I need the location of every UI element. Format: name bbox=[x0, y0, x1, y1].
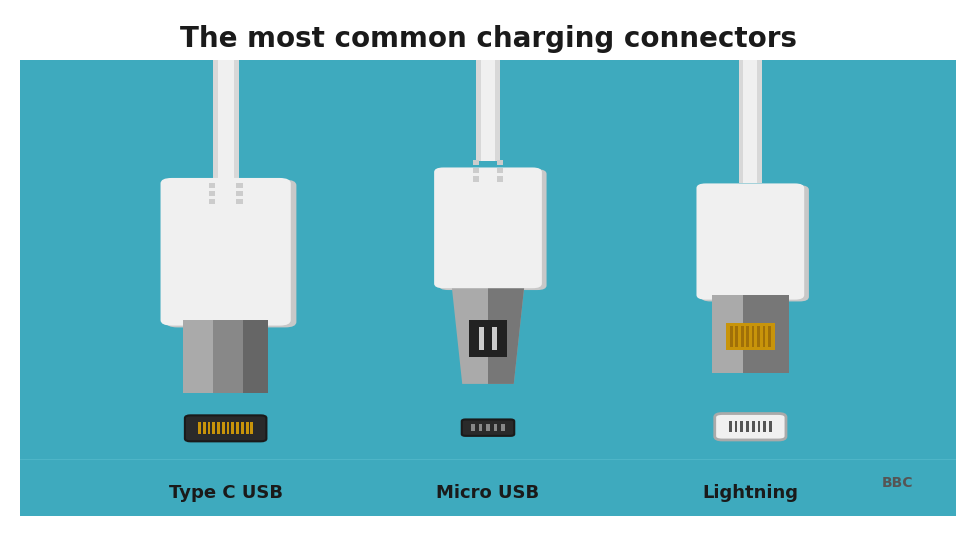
Bar bbox=[492, 327, 498, 350]
Bar bbox=[729, 421, 732, 432]
Bar bbox=[762, 326, 765, 347]
Bar bbox=[494, 424, 498, 432]
FancyBboxPatch shape bbox=[434, 167, 542, 288]
Bar bbox=[757, 51, 762, 183]
Polygon shape bbox=[452, 284, 524, 384]
Bar bbox=[486, 424, 490, 432]
Bar bbox=[236, 182, 242, 188]
FancyBboxPatch shape bbox=[166, 180, 297, 327]
Bar bbox=[203, 422, 206, 434]
Bar bbox=[226, 422, 229, 434]
Bar bbox=[497, 168, 504, 173]
Text: BBC: BBC bbox=[882, 476, 914, 490]
Bar bbox=[726, 323, 775, 350]
Bar bbox=[757, 421, 760, 432]
Polygon shape bbox=[488, 284, 524, 384]
Bar bbox=[213, 422, 215, 434]
Text: The most common charging connectors: The most common charging connectors bbox=[180, 25, 796, 53]
Bar bbox=[236, 191, 242, 196]
Bar bbox=[218, 51, 233, 183]
Bar bbox=[735, 326, 738, 347]
Bar bbox=[209, 199, 216, 204]
Bar bbox=[242, 320, 267, 393]
Bar bbox=[743, 295, 789, 373]
Bar bbox=[747, 326, 749, 347]
FancyBboxPatch shape bbox=[184, 416, 266, 441]
Bar bbox=[768, 326, 771, 347]
Bar bbox=[752, 421, 754, 432]
FancyBboxPatch shape bbox=[701, 185, 809, 301]
Bar bbox=[209, 191, 216, 196]
Bar bbox=[739, 51, 744, 183]
FancyBboxPatch shape bbox=[462, 419, 514, 436]
Bar bbox=[497, 160, 504, 165]
FancyBboxPatch shape bbox=[439, 169, 547, 290]
Bar bbox=[213, 51, 218, 183]
Bar bbox=[744, 51, 757, 183]
Bar bbox=[763, 421, 766, 432]
Bar bbox=[241, 422, 244, 434]
Bar bbox=[236, 199, 242, 204]
Bar bbox=[217, 422, 220, 434]
Text: Type C USB: Type C USB bbox=[169, 484, 283, 502]
Bar bbox=[251, 422, 254, 434]
Bar bbox=[497, 176, 504, 182]
Bar bbox=[469, 320, 507, 357]
Bar bbox=[472, 168, 479, 173]
Bar bbox=[741, 421, 743, 432]
Bar bbox=[246, 422, 249, 434]
Bar bbox=[471, 424, 475, 432]
Bar bbox=[501, 424, 505, 432]
Bar bbox=[476, 51, 481, 161]
Bar bbox=[712, 295, 743, 373]
Bar bbox=[746, 421, 749, 432]
Bar bbox=[730, 326, 733, 347]
Bar bbox=[233, 51, 239, 183]
Text: Micro USB: Micro USB bbox=[436, 484, 540, 502]
Bar bbox=[236, 422, 239, 434]
Bar bbox=[208, 422, 211, 434]
Bar bbox=[198, 422, 201, 434]
Bar bbox=[472, 160, 479, 165]
Bar bbox=[481, 51, 495, 161]
Bar bbox=[735, 421, 737, 432]
Bar bbox=[209, 182, 216, 188]
Bar bbox=[231, 422, 234, 434]
Bar bbox=[757, 326, 760, 347]
Bar bbox=[752, 326, 754, 347]
FancyBboxPatch shape bbox=[714, 413, 786, 440]
Text: Lightning: Lightning bbox=[703, 484, 798, 502]
Bar bbox=[741, 326, 744, 347]
FancyBboxPatch shape bbox=[160, 178, 291, 326]
Bar bbox=[222, 422, 224, 434]
Bar bbox=[769, 421, 772, 432]
Bar bbox=[213, 320, 242, 393]
Bar bbox=[495, 51, 500, 161]
Bar bbox=[472, 176, 479, 182]
Bar bbox=[183, 320, 213, 393]
Bar bbox=[478, 424, 482, 432]
FancyBboxPatch shape bbox=[697, 183, 804, 300]
Bar bbox=[478, 327, 484, 350]
